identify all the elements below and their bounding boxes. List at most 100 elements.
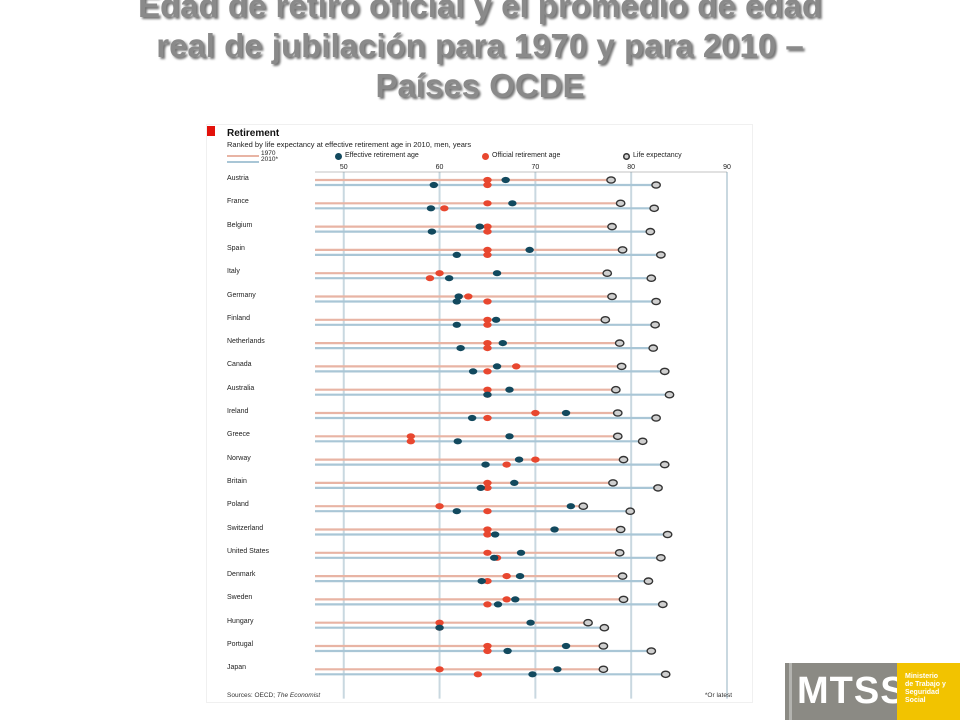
life-expectancy-point bbox=[651, 181, 661, 189]
life-expectancy-point bbox=[648, 344, 659, 352]
country-label: Greece bbox=[227, 431, 250, 439]
official-age-point bbox=[406, 433, 416, 440]
life-expectancy-point bbox=[653, 484, 663, 492]
life-expectancy-point bbox=[657, 600, 668, 609]
effective-age-point bbox=[467, 414, 477, 422]
life-expectancy-point bbox=[598, 642, 609, 650]
legend-2010-label: 2010* bbox=[261, 156, 278, 163]
life-expectancy-point bbox=[610, 385, 621, 394]
effective-age-point bbox=[514, 456, 524, 463]
life-expectancy-point bbox=[643, 577, 654, 585]
country-label: Britain bbox=[227, 477, 247, 485]
title-line-3: Países OCDE bbox=[375, 67, 585, 104]
effective-age-point bbox=[452, 508, 462, 515]
effective-age-point bbox=[426, 205, 436, 212]
chart-plot-area: 50 60 70 80 90 bbox=[315, 164, 731, 699]
official-age-point bbox=[483, 647, 492, 655]
country-label: Italy bbox=[227, 268, 240, 276]
effective-age-point bbox=[452, 298, 462, 305]
legend-effective-dot bbox=[335, 153, 342, 160]
official-age-point bbox=[483, 200, 492, 207]
effective-age-point bbox=[481, 461, 490, 468]
logo-ministry-block: Ministerio de Trabajo y Seguridad Social bbox=[897, 663, 960, 720]
official-age-point bbox=[483, 484, 492, 491]
mtss-logo: MTSS Ministerio de Trabajo y Seguridad S… bbox=[785, 663, 960, 720]
life-expectancy-point bbox=[655, 553, 666, 562]
country-label: Japan bbox=[227, 664, 247, 672]
life-expectancy-point bbox=[617, 246, 628, 254]
chart-legend: 1970 2010* Effective retirement age Offi… bbox=[227, 150, 747, 166]
country-label: Hungary bbox=[227, 617, 254, 625]
logo-text-line-2: de Trabajo y bbox=[905, 681, 946, 688]
country-label: Austria bbox=[227, 175, 249, 182]
effective-age-point bbox=[501, 176, 510, 184]
effective-age-point bbox=[493, 601, 503, 608]
official-age-point bbox=[483, 508, 492, 515]
country-label: Denmark bbox=[227, 571, 256, 579]
effective-age-point bbox=[550, 526, 559, 533]
life-expectancy-point bbox=[600, 315, 611, 324]
x-tick-label: 50 bbox=[340, 164, 348, 171]
life-expectancy-point bbox=[646, 274, 657, 282]
official-age-point bbox=[483, 345, 492, 352]
life-expectancy-point bbox=[662, 530, 673, 539]
effective-age-point bbox=[429, 181, 439, 189]
effective-age-point bbox=[476, 484, 485, 491]
life-expectancy-point bbox=[578, 502, 589, 511]
official-age-point bbox=[483, 298, 492, 305]
official-age-point bbox=[483, 578, 492, 585]
official-age-point bbox=[483, 246, 492, 253]
life-expectancy-point bbox=[664, 390, 675, 399]
effective-age-point bbox=[511, 596, 520, 603]
life-expectancy-point bbox=[606, 176, 616, 184]
effective-age-point bbox=[475, 223, 484, 230]
effective-age-point bbox=[453, 438, 462, 445]
logo-ministry-text: Ministerio de Trabajo y Seguridad Social bbox=[905, 673, 946, 705]
life-expectancy-point bbox=[618, 455, 629, 464]
effective-age-point bbox=[468, 368, 478, 375]
title-line-2: real de jubilación para 1970 y para 2010… bbox=[156, 27, 804, 64]
life-expectancy-point bbox=[614, 548, 625, 557]
effective-age-point bbox=[528, 671, 537, 678]
chart-footnote: *Or latest bbox=[704, 692, 732, 699]
country-label: Belgium bbox=[227, 221, 253, 229]
official-age-point bbox=[502, 461, 511, 468]
country-label: Sweden bbox=[227, 594, 253, 602]
effective-age-point bbox=[508, 200, 517, 207]
official-age-point bbox=[435, 666, 444, 673]
effective-age-point bbox=[498, 340, 507, 347]
effective-age-point bbox=[525, 246, 534, 253]
effective-age-point bbox=[515, 573, 525, 580]
legend-official-label: Official retirement age bbox=[492, 152, 561, 159]
country-label: Germany bbox=[227, 291, 256, 299]
effective-age-point bbox=[516, 549, 526, 556]
official-age-point bbox=[483, 414, 492, 422]
life-expectancy-point bbox=[659, 460, 670, 469]
effective-age-point bbox=[427, 228, 437, 235]
official-age-point bbox=[483, 340, 492, 347]
effective-age-point bbox=[492, 363, 502, 370]
country-label: Spain bbox=[227, 244, 245, 252]
life-expectancy-point bbox=[607, 292, 617, 301]
logo-text-line-1: Ministerio bbox=[905, 673, 939, 680]
country-label: Switzerland bbox=[227, 524, 264, 532]
official-age-point bbox=[502, 573, 511, 580]
official-age-point bbox=[483, 176, 492, 184]
official-age-point bbox=[483, 386, 492, 393]
life-expectancy-point bbox=[646, 647, 657, 655]
effective-age-point bbox=[503, 647, 512, 655]
life-expectancy-point bbox=[651, 297, 661, 306]
life-expectancy-point bbox=[608, 479, 618, 487]
official-age-point bbox=[435, 503, 444, 510]
life-expectancy-point bbox=[607, 222, 617, 231]
life-expectancy-point bbox=[598, 665, 609, 674]
slide-title: Edad de retiro oficial y el promedio de … bbox=[0, 0, 960, 106]
logo-accent-bar bbox=[789, 663, 792, 720]
life-expectancy-point bbox=[645, 227, 656, 236]
life-expectancy-point bbox=[612, 409, 623, 417]
effective-age-point bbox=[505, 433, 514, 440]
official-age-point bbox=[502, 596, 511, 603]
legend-1970-line bbox=[227, 155, 259, 157]
effective-age-point bbox=[510, 479, 519, 486]
country-label: France bbox=[227, 198, 249, 206]
